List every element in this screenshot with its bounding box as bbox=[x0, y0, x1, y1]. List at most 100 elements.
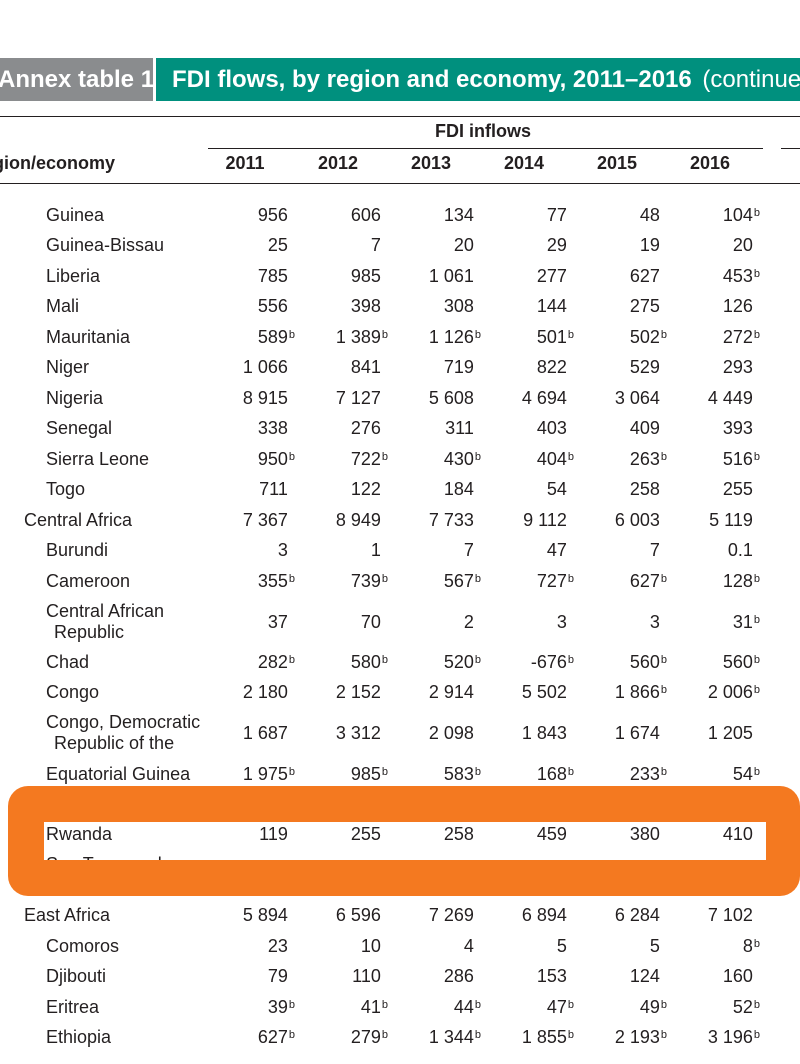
cell-2016: 4 449b bbox=[707, 388, 753, 408]
row-label: Chad bbox=[46, 652, 90, 672]
footnote-mark: b bbox=[753, 654, 760, 666]
cell-2015: 380b bbox=[629, 824, 660, 844]
cell-2016: 5 119b bbox=[709, 510, 753, 530]
footnote-mark: b bbox=[381, 1029, 388, 1041]
cell-2012: 2 152b bbox=[335, 682, 381, 702]
cell-2013: 2 098b bbox=[428, 723, 474, 743]
footnote-mark: b bbox=[288, 573, 295, 585]
row-label: Eritrea bbox=[46, 997, 100, 1017]
footnote-mark: b bbox=[660, 329, 667, 341]
cell-2016: 54b bbox=[732, 764, 760, 784]
cell-2014: 403b bbox=[536, 418, 567, 438]
group-rule bbox=[208, 148, 763, 149]
footnote-mark: b bbox=[567, 573, 574, 585]
cell-2013: 567b bbox=[443, 571, 481, 591]
row-label: Mauritania bbox=[46, 327, 131, 347]
cell-2016: 20b bbox=[732, 235, 753, 255]
cell-2016: 393b bbox=[722, 418, 753, 438]
cell-2015: 1 866b bbox=[614, 682, 667, 702]
cell-2012: 1b bbox=[370, 540, 381, 560]
cell-2011: 23b bbox=[267, 936, 288, 956]
cell-2013: 311b bbox=[445, 418, 474, 438]
footnote-mark: b bbox=[288, 329, 295, 341]
footnote-mark: b bbox=[474, 573, 481, 585]
cell-2014: 4 694b bbox=[521, 388, 567, 408]
footnote-mark: b bbox=[660, 1029, 667, 1041]
cell-2016: 255b bbox=[722, 479, 753, 499]
cell-2016: 160b bbox=[722, 966, 753, 986]
cell-2014: 5b bbox=[556, 936, 567, 956]
footnote-mark: b bbox=[753, 766, 760, 778]
cell-2012: 70b bbox=[360, 612, 381, 632]
footnote-mark: b bbox=[753, 329, 760, 341]
cell-2013: 1 061b bbox=[428, 266, 474, 286]
cell-2011: 39b bbox=[267, 997, 295, 1017]
cell-2014: 47b bbox=[546, 540, 567, 560]
cell-2013: 2b bbox=[463, 612, 474, 632]
footnote-mark: b bbox=[660, 999, 667, 1011]
cell-2013: 583b bbox=[443, 764, 481, 784]
table-row: Chad 282b 580b 520b -676b 560b 560b bbox=[0, 648, 800, 678]
row-label: Comoros bbox=[46, 936, 120, 956]
cell-2015: 233b bbox=[629, 764, 667, 784]
footnote-mark: b bbox=[753, 999, 760, 1011]
cell-2013: 308b bbox=[443, 296, 474, 316]
cell-2012: 41b bbox=[360, 997, 388, 1017]
footnote-mark: b bbox=[381, 766, 388, 778]
footnote-mark: b bbox=[567, 451, 574, 463]
cell-2013: 7 733b bbox=[428, 510, 474, 530]
cell-2013: 44b bbox=[453, 997, 481, 1017]
cell-2016: 31b bbox=[732, 612, 760, 632]
table-row: Togo 711b 122b 184b 54b 258b 255b bbox=[0, 475, 800, 505]
cell-2015: 6 003b bbox=[614, 510, 660, 530]
cell-2016: 560b bbox=[722, 652, 760, 672]
cell-2011: 2 180b bbox=[242, 682, 288, 702]
cell-2014: 144b bbox=[536, 296, 567, 316]
footnote-mark: b bbox=[660, 573, 667, 585]
table-row: Mauritania 589b 1 389b 1 126b 501b 502b 272b bbox=[0, 323, 800, 353]
cell-2012: 606b bbox=[350, 205, 381, 225]
table-row: Guinea-Bissau 25b 7b 20b 29b 19b 20b bbox=[0, 231, 800, 261]
row-label: Djibouti bbox=[46, 966, 107, 986]
cell-2014: 1 843b bbox=[521, 723, 567, 743]
cell-2014: 47b bbox=[546, 997, 574, 1017]
footnote-mark: b bbox=[753, 451, 760, 463]
cell-2015: 6 284b bbox=[614, 905, 660, 925]
cell-2013: 430b bbox=[443, 449, 481, 469]
footnote-mark: b bbox=[567, 999, 574, 1011]
footnote-mark: b bbox=[753, 614, 760, 626]
cell-2011: 7 367b bbox=[242, 510, 288, 530]
footnote-mark: b bbox=[567, 654, 574, 666]
cell-2014: 5 502b bbox=[521, 682, 567, 702]
cell-2015: 2 193b bbox=[614, 1027, 667, 1047]
cell-2015: 627b bbox=[629, 571, 667, 591]
table-top-rule bbox=[0, 116, 800, 117]
cell-2015: 3b bbox=[649, 612, 660, 632]
footnote-mark: b bbox=[753, 268, 760, 280]
table-row: Cameroon 355b 739b 567b 727b 627b 128b bbox=[0, 567, 800, 597]
cell-2014: -676b bbox=[530, 652, 574, 672]
cell-2011: 589b bbox=[257, 327, 295, 347]
table-row: Eritrea 39b 41b 44b 47b 49b 52b bbox=[0, 993, 800, 1023]
cell-2015: 529b bbox=[629, 357, 660, 377]
table-row: Central Africa 7 367b 8 949b 7 733b 9 112b 6 … bbox=[0, 506, 800, 536]
year-header-2016: 2016 bbox=[689, 153, 731, 173]
footnote-mark: b bbox=[381, 999, 388, 1011]
table-row: Guinea 956b 606b 134b 77b 48b 104b bbox=[0, 201, 800, 231]
table-row: Niger 1 066b 841b 719b 822b 529b 293b bbox=[0, 353, 800, 383]
cell-2014: 727b bbox=[536, 571, 574, 591]
cell-2016: 8b bbox=[742, 936, 760, 956]
cell-2011: 556b bbox=[257, 296, 288, 316]
cell-2012: 739b bbox=[350, 571, 388, 591]
table-row: Liberia 785b 985b 1 061b 277b 627b 453b bbox=[0, 262, 800, 292]
cell-2011: 338b bbox=[257, 418, 288, 438]
row-label: Guinea-Bissau bbox=[46, 235, 165, 255]
cell-2015: 7b bbox=[649, 540, 660, 560]
row-label: Ethiopia bbox=[46, 1027, 112, 1047]
cell-2012: 580b bbox=[350, 652, 388, 672]
cell-2015: 1 674b bbox=[614, 723, 660, 743]
cell-2015: 258b bbox=[629, 479, 660, 499]
row-label: Congo, Democratic Republic of the bbox=[46, 712, 201, 753]
cell-2012: 255b bbox=[350, 824, 381, 844]
